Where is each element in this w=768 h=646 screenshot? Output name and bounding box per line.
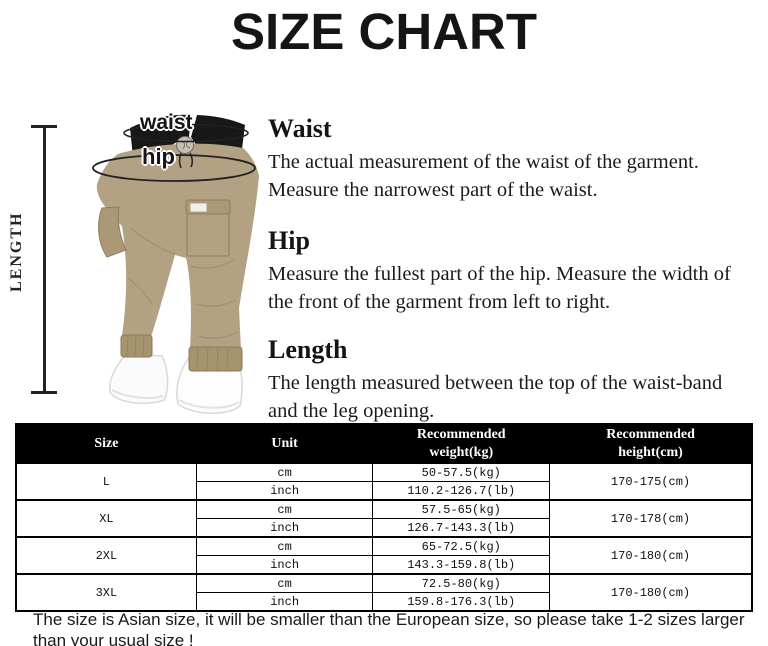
cargo-pocket-body — [186, 213, 230, 257]
waist-annotation: waist — [140, 111, 193, 134]
table-row: XL cm 57.5-65(kg) 170-178(cm) — [15, 499, 753, 538]
weight-cell: 143.3-159.8(lb) — [372, 555, 551, 575]
weight-cell: 57.5-65(kg) — [372, 499, 551, 519]
unit-cell: inch — [195, 592, 374, 612]
unit-cell: cm — [195, 499, 374, 519]
table-row: inch 126.7-143.3(lb) — [16, 518, 752, 538]
height-cell: 170-180(cm) — [549, 573, 753, 612]
table-row: inch 110.2-126.7(lb) — [16, 481, 752, 501]
unit-cell: inch — [195, 555, 374, 575]
side-pocket — [98, 206, 127, 258]
table-row: inch 159.8-176.3(lb) — [16, 592, 752, 612]
length-heading: Length — [268, 335, 348, 364]
unit-cell: inch — [195, 481, 374, 501]
table-row: L cm 50-57.5(kg) 170-175(cm) — [15, 462, 753, 501]
length-measure-line — [31, 125, 57, 394]
pants-illustration — [92, 114, 259, 414]
section-length: Length The length measured between the t… — [268, 335, 754, 426]
pants-body — [96, 143, 259, 350]
height-cell: 170-178(cm) — [549, 499, 753, 538]
waist-description: The actual measurement of the waist of t… — [268, 151, 699, 201]
unit-cell: cm — [195, 462, 374, 482]
height-cell: 170-180(cm) — [549, 536, 753, 575]
pants-measurement-diagram: waist hip — [78, 108, 268, 423]
size-table: Size Unit Recommended weight(kg) Recomme… — [15, 423, 753, 612]
weight-cell: 72.5-80(kg) — [372, 573, 551, 593]
unit-cell: cm — [195, 536, 374, 556]
size-cell: XL — [15, 499, 197, 538]
table-row: inch 143.3-159.8(lb) — [16, 555, 752, 575]
hip-measure-ellipse — [92, 154, 256, 182]
header-weight: Recommended weight(kg) — [372, 423, 551, 464]
hip-annotation: hip — [142, 144, 175, 169]
weight-cell: 126.7-143.3(lb) — [372, 518, 551, 538]
left-sneaker — [108, 353, 169, 405]
hip-heading: Hip — [268, 226, 310, 255]
section-hip: Hip Measure the fullest part of the hip.… — [268, 226, 754, 317]
size-cell: 3XL — [15, 573, 197, 612]
table-row: 3XL cm 72.5-80(kg) 170-180(cm) — [15, 573, 753, 612]
unit-cell: inch — [195, 518, 374, 538]
unit-cell: cm — [195, 573, 374, 593]
height-cell: 170-175(cm) — [549, 462, 753, 501]
header-height: Recommended height(cm) — [549, 423, 753, 464]
page-title: SIZE CHART — [231, 2, 537, 60]
hip-description: Measure the fullest part of the hip. Mea… — [268, 263, 731, 313]
header-size: Size — [15, 423, 197, 464]
weight-cell: 65-72.5(kg) — [372, 536, 551, 556]
length-measure-bar — [42, 128, 46, 391]
size-cell: 2XL — [15, 536, 197, 575]
waist-heading: Waist — [268, 114, 332, 143]
length-description: The length measured between the top of t… — [268, 372, 723, 422]
table-header-row: Size Unit Recommended weight(kg) Recomme… — [15, 423, 753, 464]
waist-measure-ellipse — [123, 123, 249, 143]
size-cell: L — [15, 462, 197, 501]
sizing-note: The size is Asian size, it will be small… — [33, 610, 745, 646]
header-unit: Unit — [195, 423, 374, 464]
weight-cell: 50-57.5(kg) — [372, 462, 551, 482]
fabric-wrinkles — [127, 227, 239, 339]
pocket-brand-label — [189, 202, 208, 213]
ankle-cuffs — [120, 334, 243, 372]
length-annotation: LENGTH — [8, 211, 25, 292]
weight-cell: 110.2-126.7(lb) — [372, 481, 551, 501]
section-waist: Waist The actual measurement of the wais… — [268, 114, 754, 205]
table-row: 2XL cm 65-72.5(kg) 170-180(cm) — [15, 536, 753, 575]
weight-cell: 159.8-176.3(lb) — [372, 592, 551, 612]
